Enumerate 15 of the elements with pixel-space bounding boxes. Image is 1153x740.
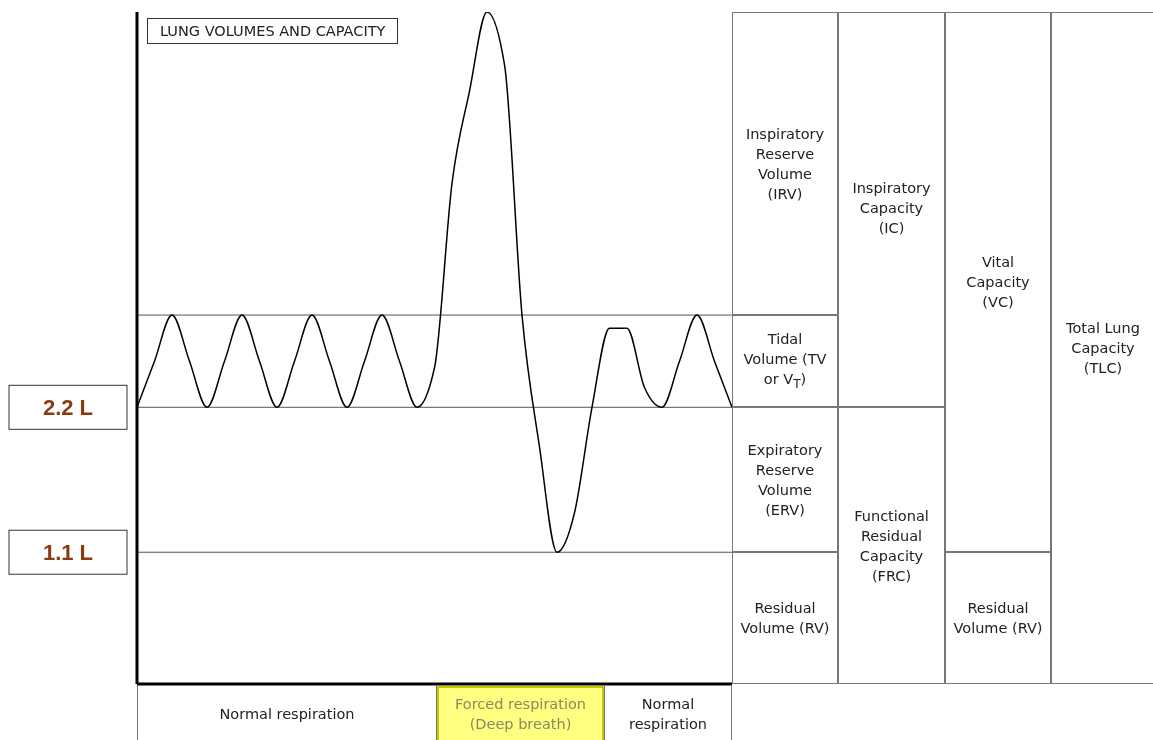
text: Tidal Volume (TV or V$_{T}$) bbox=[742, 329, 828, 393]
text: Forced respiration (Deep breath) bbox=[454, 695, 587, 734]
text: Inspiratory Capacity (IC) bbox=[851, 179, 932, 238]
text: Residual Volume (RV) bbox=[952, 599, 1044, 639]
text: LUNG VOLUMES AND CAPACITY bbox=[147, 18, 399, 44]
text: Vital Capacity (VC) bbox=[965, 253, 1031, 313]
text: Expiratory Reserve Volume (ERV) bbox=[746, 440, 824, 520]
text: Normal respiration bbox=[219, 704, 355, 724]
y-tick-label: 1.1 L bbox=[42, 540, 94, 566]
text: Residual Volume (RV) bbox=[739, 599, 831, 639]
y-tick-label: 2.2 L bbox=[42, 395, 94, 421]
text: Normal respiration bbox=[628, 694, 708, 734]
text: Functional Residual Capacity (FRC) bbox=[853, 506, 930, 586]
text: Inspiratory Reserve Volume (IRV) bbox=[744, 124, 826, 204]
text: Total Lung Capacity (TLC) bbox=[1065, 319, 1141, 378]
